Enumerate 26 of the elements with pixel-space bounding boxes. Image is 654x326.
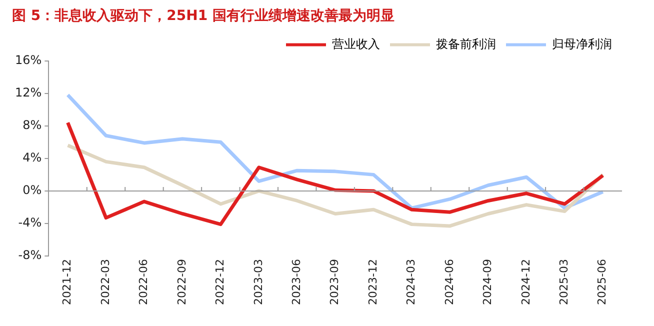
y-tick-label: -4% [18, 216, 42, 230]
x-tick-label: 2024-03 [404, 259, 418, 306]
legend-label: 营业收入 [332, 36, 380, 51]
y-tick-label: 16% [15, 52, 42, 67]
x-tick-label: 2022-12 [214, 259, 227, 306]
x-tick-label: 2023-09 [328, 259, 342, 306]
y-tick-label: 12% [15, 85, 42, 100]
x-tick-label: 2025-06 [596, 259, 609, 306]
x-tick-label: 2024-12 [519, 259, 532, 306]
x-tick-label: 2025-03 [558, 259, 571, 306]
x-tick-label: 2024-09 [481, 259, 494, 306]
y-tick-label: 8% [22, 118, 42, 132]
legend-label: 拨备前利润 [436, 36, 496, 51]
x-tick-label: 2023-03 [252, 259, 265, 306]
x-tick-label: 2021-12 [60, 259, 74, 306]
x-tick-label: 2023-12 [366, 259, 380, 306]
x-tick-label: 2024-06 [442, 259, 456, 306]
y-tick-label: 0% [22, 183, 42, 198]
x-tick-label: 2022-03 [98, 259, 112, 306]
x-tick-label: 2022-09 [175, 259, 188, 306]
x-tick-label: 2022-06 [137, 259, 150, 306]
x-tick-label: 2023-06 [290, 259, 303, 306]
y-tick-label: -8% [18, 248, 42, 262]
y-tick-label: 4% [22, 150, 42, 165]
legend-label: 归母净利润 [552, 36, 612, 51]
chart-title: 图 5：非息收入驱动下，25H1 国有行业绩增速改善最为明显 [12, 7, 394, 24]
